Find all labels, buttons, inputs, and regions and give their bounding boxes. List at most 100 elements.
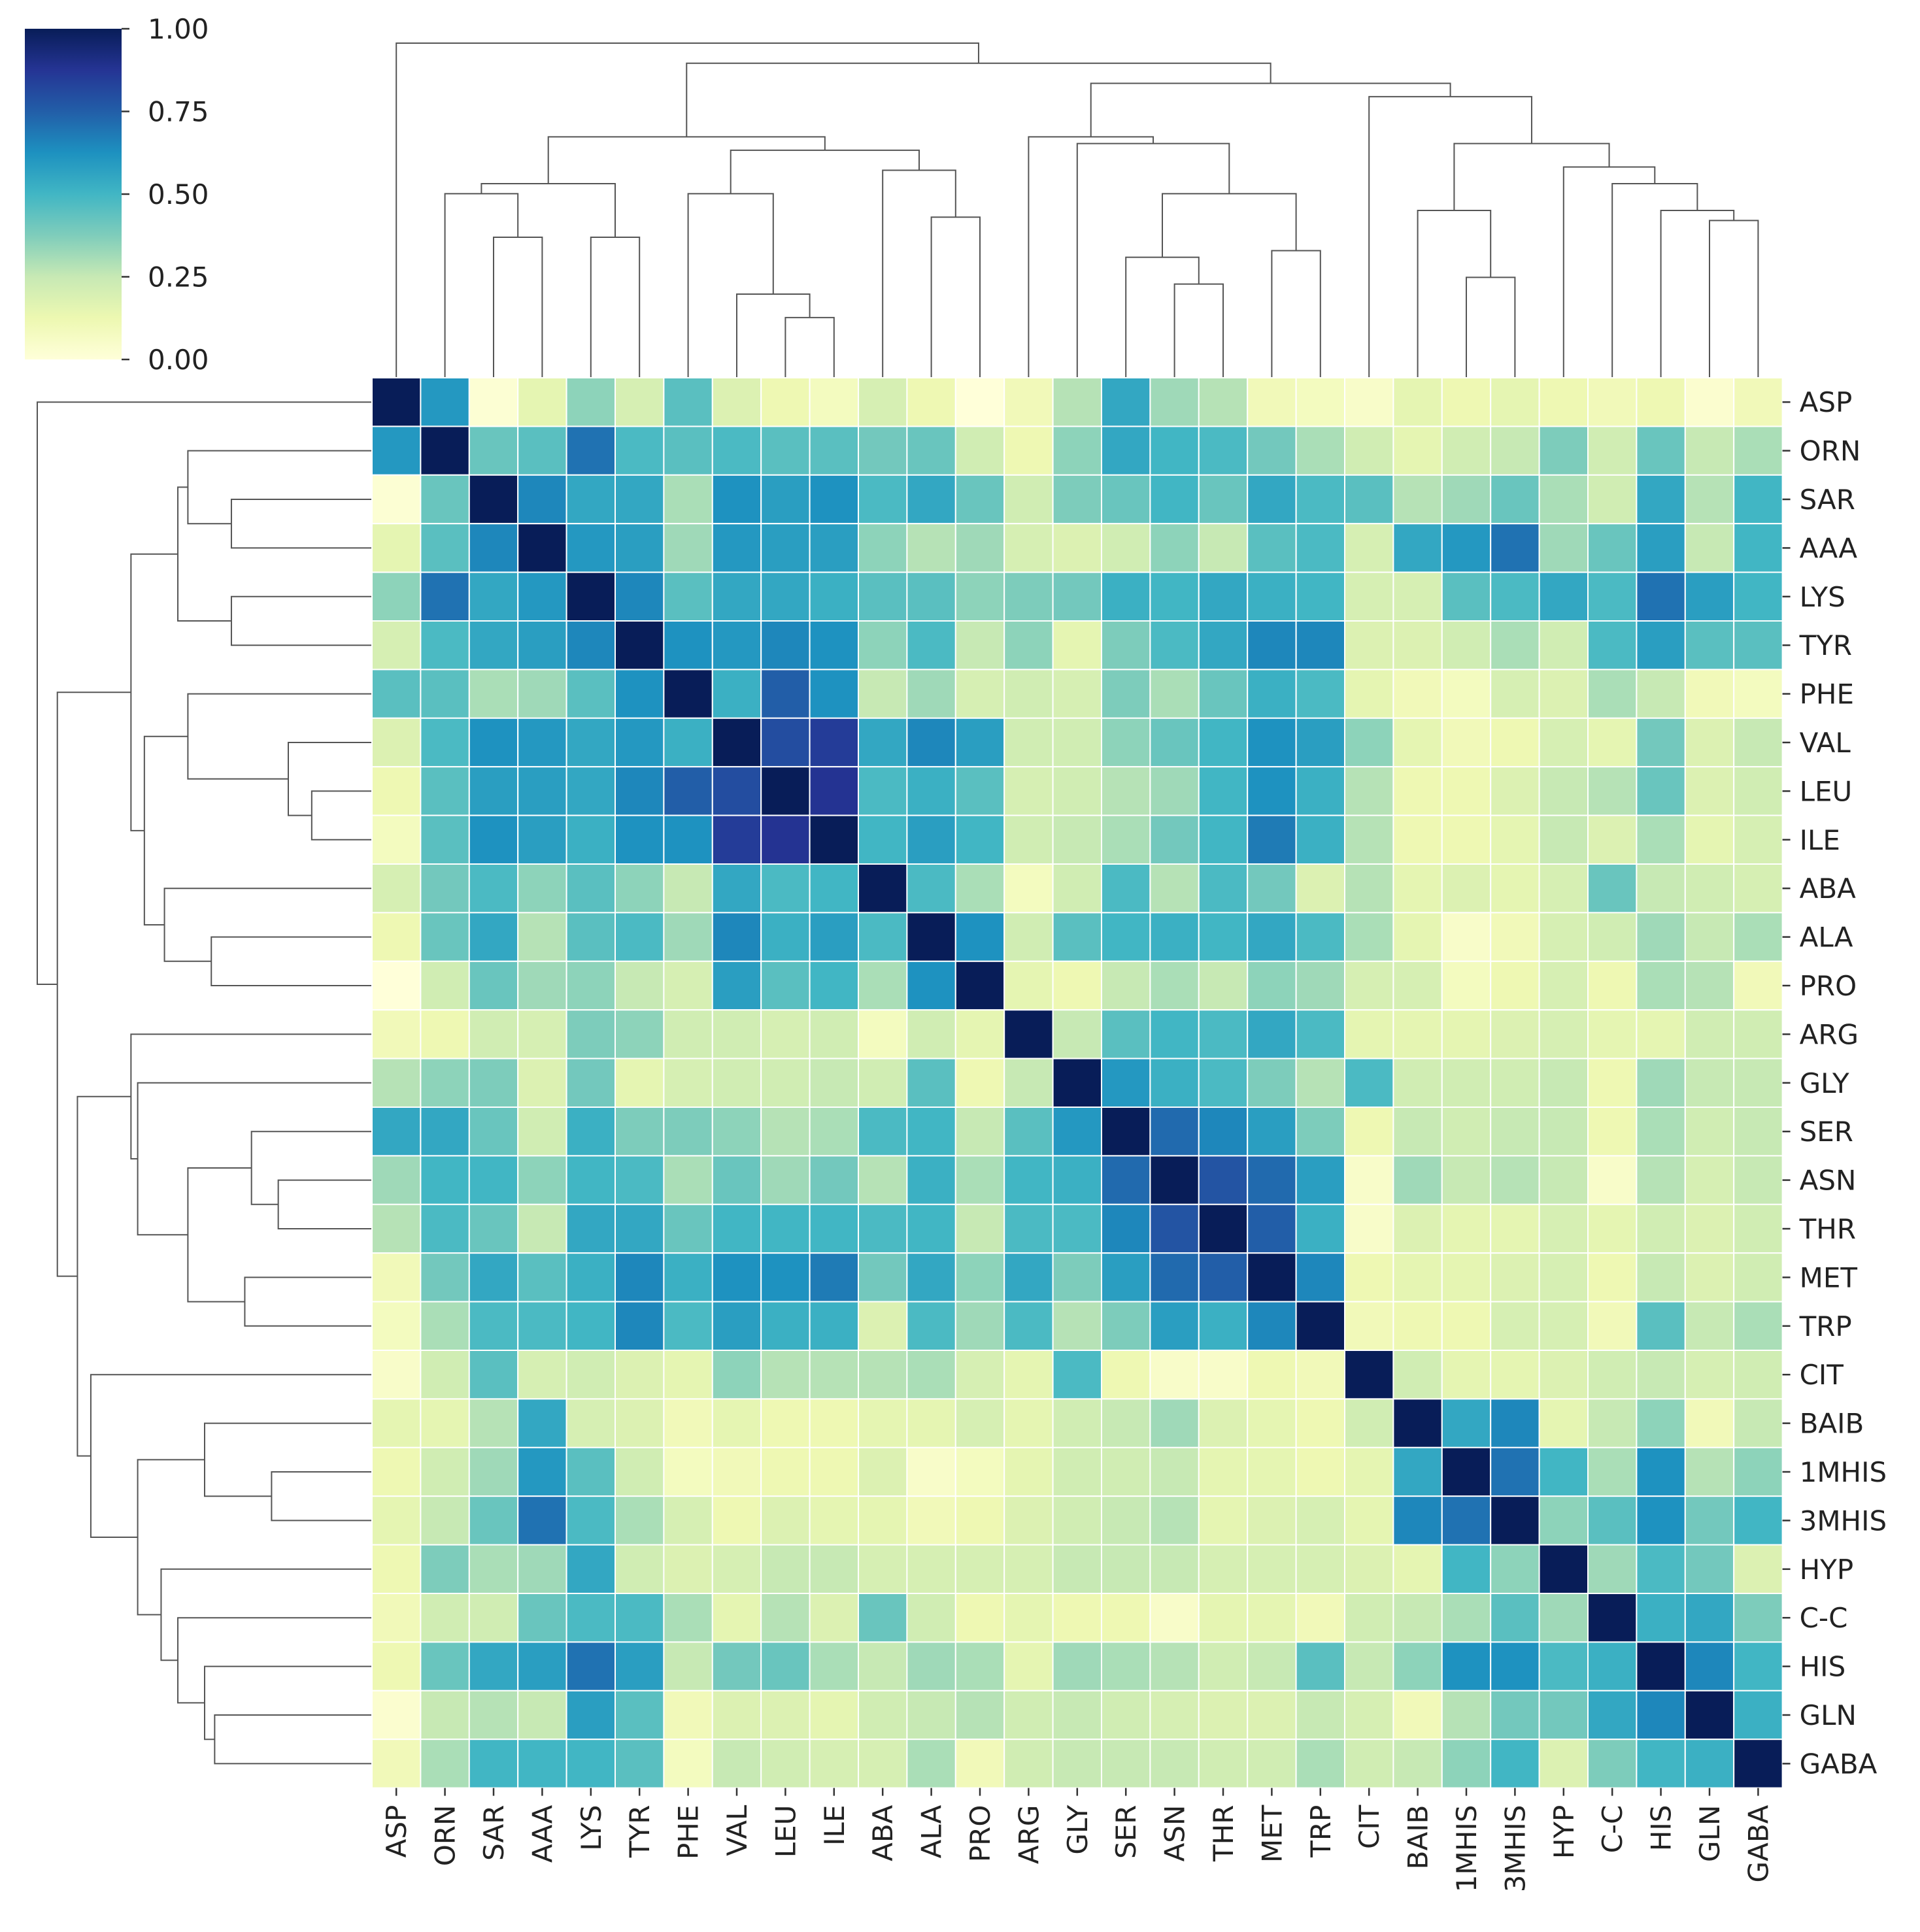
heatmap-cell — [1247, 1446, 1297, 1497]
heatmap-cell — [1538, 571, 1589, 622]
heatmap-cell — [1538, 1009, 1589, 1059]
dendrogram-link — [590, 236, 641, 378]
heatmap-cell — [1490, 1252, 1540, 1303]
dendrogram-link — [130, 553, 178, 831]
heatmap-cell — [565, 425, 616, 476]
heatmap-cell — [954, 571, 1005, 622]
heatmap-cell — [1247, 1544, 1297, 1595]
heatmap-cell — [371, 1350, 422, 1400]
heatmap-cell — [858, 1058, 908, 1108]
column-tick-label: ARG — [1013, 1805, 1045, 1864]
heatmap-cell — [760, 1398, 811, 1448]
heatmap-cell — [711, 1446, 762, 1497]
heatmap-cell — [1052, 571, 1102, 622]
heatmap-cell — [1684, 1203, 1735, 1254]
heatmap-cell — [1052, 1690, 1102, 1740]
heatmap-cell — [1636, 1155, 1686, 1205]
heatmap-cell — [565, 1641, 616, 1691]
heatmap-cell — [420, 1495, 470, 1546]
heatmap-cell — [565, 1495, 616, 1546]
column-tick-label: GABA — [1742, 1805, 1774, 1882]
heatmap-cell — [1587, 474, 1638, 525]
heatmap-cell — [420, 1252, 470, 1303]
heatmap-cell — [954, 1301, 1005, 1351]
heatmap-cell — [420, 960, 470, 1011]
heatmap-cell — [1003, 620, 1054, 671]
heatmap-cell — [517, 814, 567, 865]
heatmap-cell — [906, 1350, 956, 1400]
heatmap-cell — [663, 1058, 713, 1108]
heatmap-cell — [1149, 1593, 1200, 1643]
heatmap-cell — [1101, 863, 1151, 914]
heatmap-cell — [1344, 1107, 1394, 1157]
heatmap-cell — [1392, 425, 1443, 476]
heatmap-cell — [565, 1350, 616, 1400]
heatmap-cell — [858, 1350, 908, 1400]
heatmap-cell — [954, 620, 1005, 671]
heatmap-cell — [1538, 1398, 1589, 1448]
row-tick-label: ASN — [1800, 1165, 1857, 1197]
heatmap-cell — [1636, 960, 1686, 1011]
heatmap-cell — [1684, 1058, 1735, 1108]
heatmap-cell — [760, 766, 811, 816]
heatmap-cell — [468, 1446, 519, 1497]
heatmap-cell — [1198, 523, 1249, 573]
heatmap-cell — [1003, 523, 1054, 573]
heatmap-cell — [1538, 620, 1589, 671]
heatmap-cell — [468, 1009, 519, 1059]
heatmap-cell — [420, 1301, 470, 1351]
heatmap-cell — [1052, 960, 1102, 1011]
heatmap-cell — [1149, 1107, 1200, 1157]
heatmap-cell — [1198, 1593, 1249, 1643]
heatmap-cell — [858, 717, 908, 768]
heatmap-cell — [468, 425, 519, 476]
heatmap-cell — [1441, 1690, 1492, 1740]
heatmap-cell — [1101, 960, 1151, 1011]
heatmap-cell — [1636, 1690, 1686, 1740]
heatmap-cell — [517, 1203, 567, 1254]
dendrogram-link — [736, 293, 811, 378]
heatmap-cell — [468, 669, 519, 719]
heatmap-cell — [1684, 1350, 1735, 1400]
heatmap-cell — [565, 1203, 616, 1254]
heatmap-cell — [663, 1203, 713, 1254]
heatmap-cell — [517, 669, 567, 719]
heatmap-cell — [468, 377, 519, 427]
heatmap-cell — [1636, 766, 1686, 816]
row-tick-label: SER — [1800, 1116, 1853, 1148]
heatmap-cell — [517, 425, 567, 476]
heatmap-cell — [809, 1690, 859, 1740]
heatmap-cell — [1733, 1544, 1783, 1595]
heatmap-cell — [1052, 814, 1102, 865]
row-tick-label: ALA — [1800, 922, 1853, 954]
heatmap-cell — [615, 377, 665, 427]
heatmap-cell — [809, 717, 859, 768]
heatmap-cell — [663, 1398, 713, 1448]
heatmap-cell — [1441, 377, 1492, 427]
heatmap-cell — [1344, 669, 1394, 719]
heatmap-cell — [711, 1301, 762, 1351]
heatmap-cell — [663, 1107, 713, 1157]
heatmap-cell — [1587, 1739, 1638, 1789]
heatmap-cell — [1247, 960, 1297, 1011]
heatmap-cell — [711, 863, 762, 914]
heatmap-cell — [1003, 669, 1054, 719]
heatmap-cell — [1441, 1739, 1492, 1789]
dendrogram-link — [187, 693, 372, 780]
colorbar-tick-label: 1.00 — [148, 13, 209, 45]
heatmap-cell — [1490, 425, 1540, 476]
heatmap-cell — [1149, 1398, 1200, 1448]
heatmap-cell — [371, 1739, 422, 1789]
heatmap-cell — [517, 1350, 567, 1400]
heatmap-cell — [565, 1155, 616, 1205]
heatmap-cell — [760, 523, 811, 573]
heatmap-cell — [1295, 960, 1345, 1011]
heatmap-cell — [858, 960, 908, 1011]
heatmap-cell — [1295, 571, 1345, 622]
heatmap-cell — [1587, 1203, 1638, 1254]
heatmap-cell — [1101, 523, 1151, 573]
heatmap-cell — [1392, 1544, 1443, 1595]
heatmap-cell — [1733, 912, 1783, 962]
row-tick-label: SAR — [1800, 484, 1855, 516]
